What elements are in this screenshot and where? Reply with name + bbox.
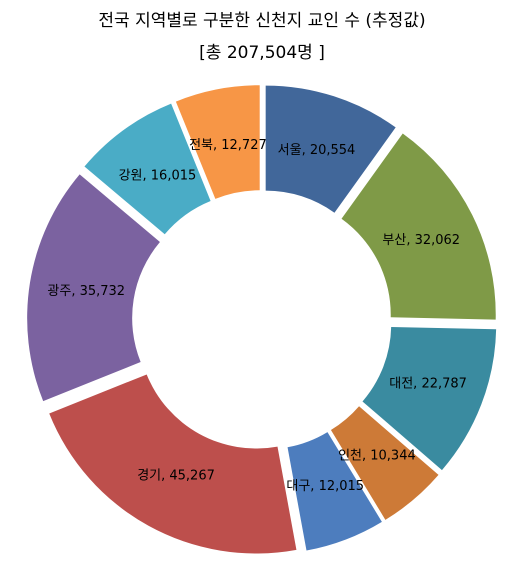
slice-1 — [341, 133, 496, 320]
slice-4 — [287, 432, 382, 551]
slice-label-0: 서울, 20,554 — [278, 143, 356, 158]
slice-label-4: 대구, 12,015 — [286, 479, 364, 494]
slice-0 — [265, 85, 396, 213]
slice-label-3: 인천, 10,344 — [338, 448, 416, 463]
slice-label-2: 대전, 22,787 — [389, 376, 467, 391]
chart-subtitle: [총 207,504명 ] — [199, 43, 325, 63]
slice-6 — [27, 174, 160, 402]
slice-label-7: 강원, 16,015 — [119, 168, 197, 183]
slice-2 — [362, 326, 497, 471]
slice-label-8: 전북, 12,727 — [189, 138, 267, 153]
slice-label-6: 광주, 35,732 — [47, 284, 125, 299]
slice-5 — [49, 374, 297, 554]
donut-slices — [27, 85, 497, 554]
slice-8 — [175, 85, 260, 199]
slice-3 — [330, 406, 439, 520]
slice-label-5: 경기, 45,267 — [137, 468, 215, 483]
slice-labels: 서울, 20,554 부산, 32,062 대전, 22,787 인천, 10,344… — [47, 138, 467, 494]
slice-7 — [84, 103, 211, 235]
slice-label-1: 부산, 32,062 — [382, 233, 460, 248]
chart-title: 전국 지역별로 구분한 신천지 교인 수 (추정값) — [98, 11, 425, 31]
